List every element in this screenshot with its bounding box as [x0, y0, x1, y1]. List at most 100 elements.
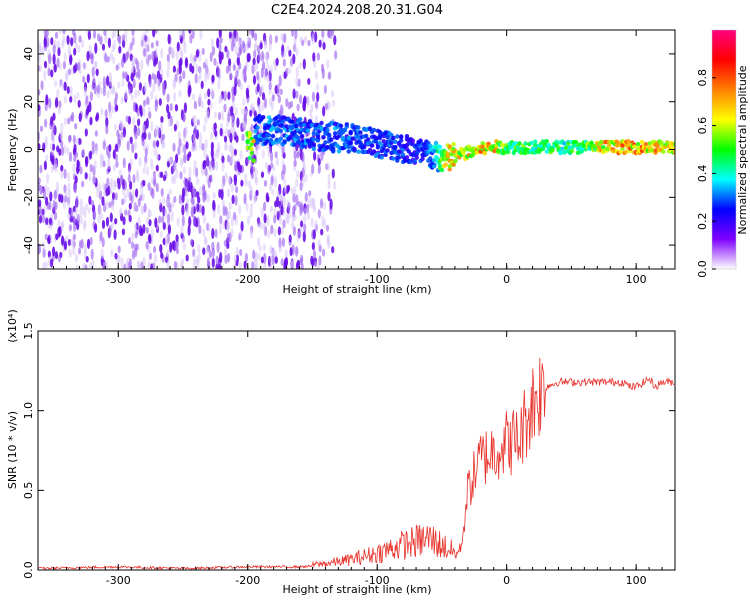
noise-mark: [226, 221, 230, 233]
signal-mark: [437, 144, 443, 150]
noise-mark: [130, 72, 134, 82]
noise-mark: [58, 62, 62, 70]
noise-mark: [294, 30, 298, 40]
signal-mark: [251, 158, 256, 163]
noise-mark: [132, 174, 136, 184]
noise-mark: [249, 208, 253, 219]
noise-mark: [227, 64, 232, 72]
noise-mark: [219, 36, 223, 44]
noise-mark: [150, 42, 154, 49]
noise-mark: [251, 261, 255, 269]
noise-mark: [98, 206, 102, 214]
noise-mark: [51, 121, 56, 134]
noise-mark: [217, 67, 221, 79]
noise-mark: [114, 92, 118, 102]
noise-mark: [57, 219, 61, 227]
noise-mark: [131, 232, 135, 241]
noise-mark: [48, 97, 52, 109]
noise-mark: [101, 219, 106, 229]
noise-mark: [57, 105, 62, 115]
noise-mark: [242, 121, 246, 130]
noise-mark: [42, 261, 46, 269]
noise-mark: [200, 80, 204, 90]
noise-mark: [266, 73, 270, 83]
noise-mark: [196, 259, 200, 268]
signal-mark: [311, 131, 316, 136]
noise-mark: [148, 233, 152, 242]
signal-mark: [270, 133, 276, 139]
noise-mark: [88, 101, 92, 113]
noise-mark: [158, 98, 162, 106]
noise-mark: [231, 92, 235, 103]
noise-mark: [145, 217, 149, 225]
noise-mark: [204, 167, 208, 176]
noise-mark: [322, 42, 326, 50]
noise-mark: [280, 32, 284, 41]
noise-mark: [302, 99, 306, 112]
signal-mark: [265, 139, 270, 144]
noise-mark: [202, 192, 206, 203]
noise-mark: [226, 49, 230, 59]
signal-mark: [268, 118, 274, 123]
noise-mark: [181, 193, 185, 203]
noise-mark: [228, 144, 232, 153]
noise-mark: [63, 184, 67, 194]
noise-mark: [280, 258, 284, 266]
noise-mark: [276, 83, 280, 94]
noise-mark: [202, 160, 206, 170]
noise-mark: [106, 56, 110, 63]
noise-mark: [267, 164, 271, 175]
noise-mark: [269, 34, 273, 43]
noise-mark: [228, 201, 232, 211]
noise-mark: [66, 86, 70, 95]
noise-mark: [140, 185, 144, 197]
noise-mark: [253, 65, 257, 72]
noise-mark: [150, 158, 154, 167]
noise-mark: [82, 75, 86, 83]
noise-mark: [182, 70, 186, 80]
noise-mark: [42, 248, 46, 258]
noise-mark: [74, 253, 79, 263]
noise-mark: [102, 76, 106, 88]
signal-mark: [500, 142, 505, 148]
noise-mark: [240, 220, 244, 232]
noise-mark: [144, 147, 148, 157]
noise-mark: [137, 118, 141, 127]
noise-mark: [105, 261, 109, 269]
noise-mark: [191, 115, 196, 123]
noise-mark: [244, 179, 248, 187]
noise-mark: [299, 94, 303, 104]
noise-mark: [181, 234, 185, 243]
signal-mark: [346, 149, 351, 154]
noise-mark: [69, 54, 73, 64]
noise-mark: [244, 172, 248, 182]
noise-mark: [56, 88, 60, 99]
noise-mark: [311, 91, 316, 102]
noise-mark: [216, 241, 220, 253]
signal-mark: [367, 147, 373, 153]
noise-mark: [292, 225, 296, 236]
signal-mark: [348, 131, 353, 136]
signal-mark: [653, 148, 658, 153]
signal-mark: [428, 143, 433, 148]
noise-mark: [160, 188, 164, 197]
noise-mark: [210, 173, 214, 183]
noise-mark: [207, 98, 211, 106]
noise-mark: [123, 263, 127, 269]
noise-mark: [242, 97, 246, 106]
signal-mark: [282, 139, 287, 144]
signal-mark: [391, 135, 396, 141]
signal-mark: [505, 149, 511, 154]
noise-mark: [213, 122, 217, 131]
noise-mark: [278, 215, 282, 225]
noise-mark: [91, 140, 95, 150]
noise-mark: [153, 58, 157, 67]
noise-mark: [188, 216, 192, 227]
snr-x-ticks: -300 -200 -100 0 100: [53, 331, 676, 587]
noise-mark: [205, 108, 209, 115]
noise-mark: [67, 182, 71, 194]
noise-mark: [160, 48, 164, 59]
noise-mark: [254, 173, 258, 183]
noise-mark: [296, 169, 300, 179]
noise-mark: [98, 182, 102, 195]
